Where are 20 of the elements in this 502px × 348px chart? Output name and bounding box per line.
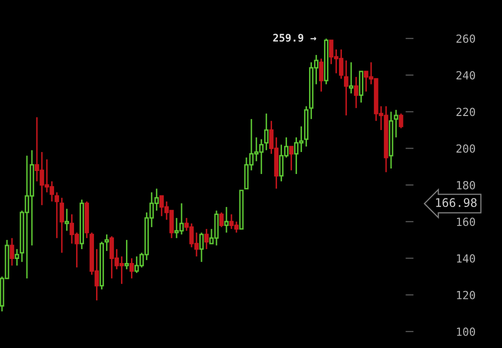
y-tick-label: 120 xyxy=(457,290,476,300)
candlestick xyxy=(64,208,70,232)
candlestick xyxy=(354,76,358,109)
y-tick-label: 220 xyxy=(456,108,476,116)
y-tick-label: 260 xyxy=(456,34,476,43)
y-tick-label: 180 xyxy=(457,180,476,190)
candlestick xyxy=(344,60,348,116)
candlestick xyxy=(319,58,324,92)
candlestick xyxy=(54,192,60,239)
annotation: 259.9 → xyxy=(273,34,316,42)
text: 166.98 xyxy=(436,198,477,208)
y-tick-label: 140 xyxy=(457,254,476,263)
candlestick xyxy=(264,112,269,151)
candlestick xyxy=(388,111,394,170)
candlestick xyxy=(304,106,308,148)
candlestick xyxy=(348,62,354,94)
y-tick-label: 100 xyxy=(457,328,476,336)
y-tick-label: 160 xyxy=(457,218,476,226)
y-tick-label: 240 xyxy=(456,71,476,80)
y-tick-label: 200 xyxy=(456,144,476,153)
